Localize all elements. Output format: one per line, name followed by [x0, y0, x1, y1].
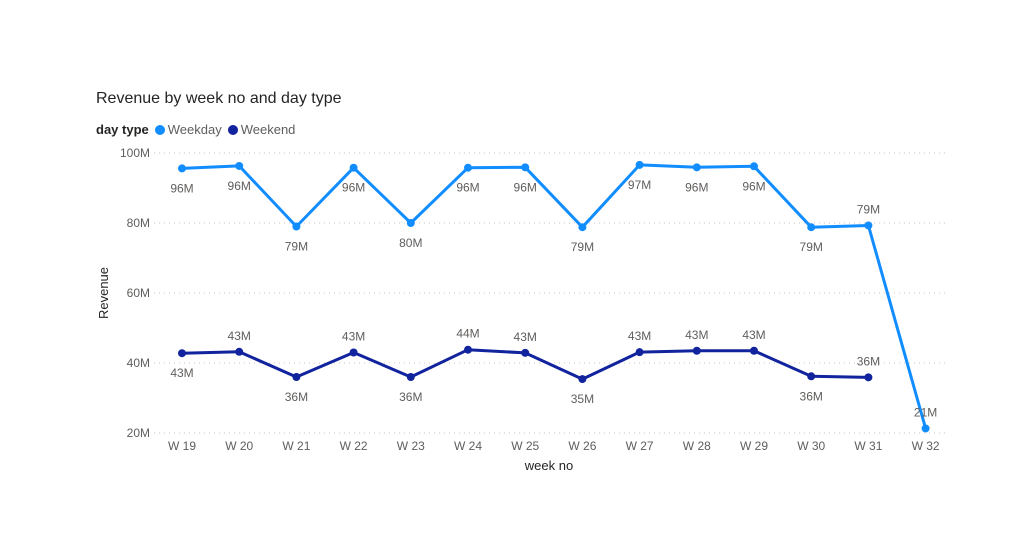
x-tick-label: W 29: [740, 439, 768, 453]
data-point-weekday: [864, 221, 873, 230]
data-label-weekday: 79M: [800, 240, 823, 254]
data-point-weekday: [521, 163, 530, 172]
data-point-weekend: [692, 346, 701, 355]
data-label-weekend: 43M: [514, 330, 537, 344]
data-point-weekday: [406, 219, 415, 227]
data-point-weekend: [578, 375, 587, 384]
data-label-weekend: 43M: [170, 366, 193, 380]
data-point-weekend: [349, 348, 358, 357]
data-point-weekday: [235, 161, 244, 170]
y-tick-label: 100M: [120, 146, 150, 160]
data-label-weekday: 96M: [342, 181, 365, 195]
data-label-weekend: 43M: [742, 328, 765, 342]
data-label-weekday: 80M: [399, 236, 422, 250]
data-point-weekend: [292, 373, 301, 381]
data-label-weekend: 36M: [399, 390, 422, 404]
data-point-weekday: [178, 164, 186, 173]
data-point-weekend: [406, 373, 415, 381]
data-point-weekday: [349, 163, 358, 172]
data-label-weekend: 36M: [285, 390, 308, 404]
data-point-weekday: [464, 163, 472, 172]
legend-marker-weekday: [154, 124, 165, 135]
x-tick-label: W 21: [282, 439, 310, 453]
series-line-weekday: [181, 163, 928, 429]
legend-label-weekday: Weekday: [167, 122, 222, 137]
data-point-weekday: [578, 223, 587, 232]
x-tick-label: W 24: [454, 439, 482, 453]
data-label-weekday: 79M: [571, 240, 594, 254]
x-tick-label: W 32: [912, 439, 940, 453]
y-tick-label: 40M: [127, 356, 150, 370]
y-tick-label: 60M: [127, 286, 150, 300]
x-tick-label: W 30: [797, 439, 825, 453]
chart-legend[interactable]: day type Weekday Weekend: [96, 122, 301, 137]
data-point-weekend: [864, 373, 873, 382]
y-axis-title: Revenue: [96, 267, 111, 319]
data-point-weekday: [750, 162, 758, 171]
data-label-weekend: 44M: [456, 327, 479, 341]
chart-title: Revenue by week no and day type: [96, 90, 342, 107]
data-label-weekday: 96M: [228, 179, 251, 193]
data-label-weekday: 79M: [285, 240, 308, 254]
data-label-weekday: 96M: [514, 180, 537, 194]
data-label-weekend: 43M: [685, 328, 708, 342]
data-label-weekday: 96M: [170, 181, 193, 195]
data-label-weekday: 96M: [456, 181, 479, 195]
data-label-weekend: 43M: [628, 329, 651, 343]
data-point-weekend: [635, 348, 644, 357]
data-label-weekday: 96M: [742, 179, 765, 193]
data-point-weekday: [292, 222, 301, 231]
data-point-weekend: [235, 347, 244, 356]
legend-label-weekend: Weekend: [240, 122, 296, 137]
data-point-weekend: [521, 348, 530, 357]
x-tick-label: W 20: [225, 439, 253, 453]
data-point-weekend: [178, 349, 186, 358]
y-tick-label: 20M: [127, 426, 150, 440]
data-label-weekday: 96M: [685, 180, 708, 194]
legend-item-weekday[interactable]: Weekday: [154, 122, 222, 137]
data-point-weekday: [921, 424, 930, 433]
data-point-weekend: [807, 372, 816, 381]
data-label-weekday: 79M: [857, 202, 880, 216]
x-tick-label: W 23: [397, 439, 425, 453]
x-tick-label: W 26: [568, 439, 596, 453]
data-label-weekday: 97M: [628, 178, 651, 192]
x-tick-label: W 19: [168, 439, 196, 453]
data-label-weekend: 36M: [800, 389, 823, 403]
legend-title: day type: [96, 122, 149, 137]
data-label-weekend: 43M: [228, 329, 251, 343]
x-tick-label: W 22: [340, 439, 368, 453]
data-point-weekend: [464, 345, 472, 354]
legend-item-weekend[interactable]: Weekend: [227, 122, 296, 137]
x-tick-label: W 28: [683, 439, 711, 453]
data-label-weekday: 21M: [914, 405, 937, 419]
data-point-weekday: [692, 163, 701, 172]
data-point-weekend: [750, 346, 758, 355]
data-label-weekend: 36M: [857, 354, 880, 368]
y-tick-label: 80M: [127, 216, 150, 230]
data-point-weekday: [635, 160, 644, 169]
data-label-weekend: 35M: [571, 392, 594, 406]
x-tick-label: W 25: [511, 439, 539, 453]
legend-marker-weekend: [227, 124, 238, 135]
x-axis-title: week no: [524, 458, 573, 473]
data-point-weekday: [807, 223, 816, 232]
x-tick-label: W 27: [626, 439, 654, 453]
data-label-weekend: 43M: [342, 330, 365, 344]
x-tick-label: W 31: [854, 439, 882, 453]
